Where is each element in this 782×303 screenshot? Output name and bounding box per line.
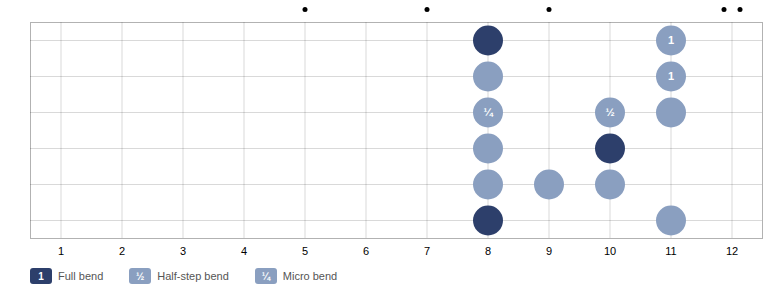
svg-text:12: 12 xyxy=(726,245,738,257)
html-text:½: ½ xyxy=(136,270,145,282)
svg-text:1: 1 xyxy=(58,245,64,257)
svg-text:3: 3 xyxy=(180,245,186,257)
html-text:¼: ¼ xyxy=(261,270,270,282)
svg-text:6: 6 xyxy=(363,245,369,257)
svg-text:1: 1 xyxy=(668,70,674,82)
svg-text:9: 9 xyxy=(546,245,552,257)
svg-text:10: 10 xyxy=(604,245,616,257)
svg-text:2: 2 xyxy=(119,245,125,257)
svg-text:4: 4 xyxy=(241,245,247,257)
svg-text:11: 11 xyxy=(665,245,676,257)
html-text:1: 1 xyxy=(38,270,44,282)
html-text:Full bend: Full bend xyxy=(58,270,104,282)
svg-text:1: 1 xyxy=(668,34,674,46)
svg-text:¼: ¼ xyxy=(483,106,493,118)
svg-text:8: 8 xyxy=(485,245,491,257)
svg-text:½: ½ xyxy=(605,106,614,118)
svg-text:7: 7 xyxy=(424,245,430,257)
html-text:Micro bend: Micro bend xyxy=(282,270,338,282)
svg-text:5: 5 xyxy=(302,245,308,257)
html-text:Half-step bend: Half-step bend xyxy=(157,270,229,282)
